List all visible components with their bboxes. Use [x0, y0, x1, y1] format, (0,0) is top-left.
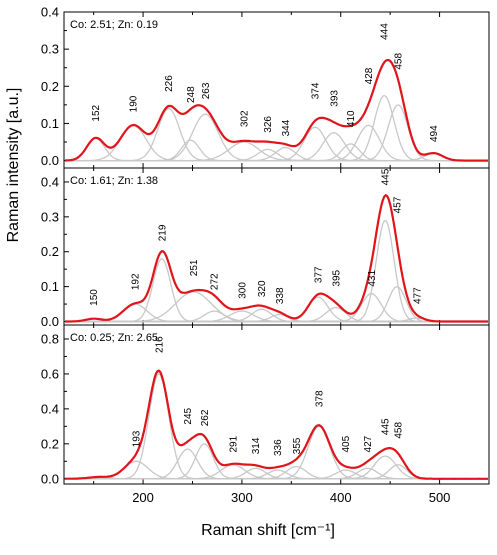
panel-frame [63, 11, 490, 169]
plot-area [65, 59, 488, 162]
peak-label-477: 477 [412, 287, 423, 304]
y-tick-label: 0.0 [41, 153, 59, 168]
fitted-envelope [65, 193, 488, 323]
peak-label-152: 152 [91, 104, 102, 121]
y-axis-title: Raman intensity [a.u.] [5, 88, 22, 243]
peak-label-150: 150 [89, 289, 100, 306]
component-peak-302 [65, 141, 488, 162]
peak-label-458: 458 [394, 422, 405, 439]
peak-label-245: 245 [183, 407, 194, 424]
peak-label-262: 262 [200, 409, 211, 426]
plot-area [65, 369, 488, 480]
x-axis-title: Raman shift [cm⁻¹] [201, 522, 335, 539]
x-tick-label: 300 [231, 490, 253, 505]
peak-label-192: 192 [131, 273, 142, 290]
peak-label-494: 494 [429, 125, 440, 142]
peak-label-300: 300 [237, 282, 248, 299]
x-tick-label: 200 [132, 490, 154, 505]
peak-label-444: 444 [380, 23, 391, 40]
peak-label-219: 219 [157, 224, 168, 241]
panel-2: 0.0 0.1 0.2 0.3 0.4 Co: 1.61; Zn: 1.38 150 192 2… [41, 167, 490, 329]
peak-label-272: 272 [210, 273, 221, 290]
measured-spectrum [65, 59, 488, 162]
composition-annotation: Co: 2.51; Zn: 0.19 [70, 19, 158, 31]
peak-label-458: 458 [394, 53, 405, 70]
component-peak-477 [65, 317, 488, 323]
peak-label-427: 427 [363, 435, 374, 452]
x-tick-label: 500 [429, 490, 451, 505]
y-tick-label: 0.4 [41, 401, 59, 416]
y-tick-label: 0.1 [41, 116, 59, 131]
y-tick-label: 0.8 [41, 331, 59, 346]
fitted-envelope [65, 59, 488, 162]
peak-label-355: 355 [292, 437, 303, 454]
y-tick-label: 0.3 [41, 42, 59, 57]
peak-label-336: 336 [273, 439, 284, 456]
peak-label-251: 251 [189, 259, 200, 276]
peak-label-226: 226 [164, 75, 175, 92]
y-tick-label: 0.4 [41, 5, 59, 20]
peak-label-338: 338 [275, 287, 286, 304]
peak-label-326: 326 [263, 116, 274, 133]
plot-area [65, 193, 488, 323]
peak-label-410: 410 [346, 110, 357, 127]
x-tick-label: 400 [330, 490, 352, 505]
peak-label-428: 428 [364, 67, 375, 84]
peak-label-374: 374 [310, 82, 321, 99]
peak-label-320: 320 [257, 280, 268, 297]
peak-label-263: 263 [201, 82, 212, 99]
peak-label-248: 248 [186, 86, 197, 103]
y-tick-label: 0.2 [41, 436, 59, 451]
peak-label-302: 302 [239, 110, 250, 127]
y-tick-label: 0.2 [41, 244, 59, 259]
y-tick-label: 0.2 [41, 79, 59, 94]
peak-label-190: 190 [129, 95, 140, 112]
y-tick-label: 0.0 [41, 314, 59, 329]
peak-label-291: 291 [229, 435, 240, 452]
composition-annotation: Co: 0.25; Zn: 2.65 [70, 332, 158, 344]
y-tick-label: 0.1 [41, 279, 59, 294]
panel-1: 0.0 0.1 0.2 0.3 0.4 Co: 2.51; Zn: 0.19 152 190 2… [41, 5, 490, 169]
peak-label-344: 344 [281, 119, 292, 136]
peak-label-395: 395 [331, 269, 342, 286]
component-peak-494 [65, 152, 488, 162]
peak-label-457: 457 [393, 196, 404, 213]
y-tick-label: 0.6 [41, 366, 59, 381]
y-tick-label: 0.0 [41, 471, 59, 486]
peak-label-216: 216 [154, 336, 165, 353]
fitted-envelope [65, 369, 488, 480]
panel-3: 0.0 0.2 0.4 0.6 0.8 Co: 0.25; Zn: 2.65 193 216 2… [41, 324, 490, 486]
peak-label-193: 193 [132, 430, 143, 447]
peak-label-445: 445 [381, 418, 392, 435]
peak-label-431: 431 [367, 269, 378, 286]
panel-frame [63, 324, 490, 485]
peak-label-405: 405 [341, 435, 352, 452]
peak-label-377: 377 [314, 266, 325, 283]
peak-label-378: 378 [315, 390, 326, 407]
composition-annotation: Co: 1.61; Zn: 1.38 [70, 175, 158, 187]
peak-label-445: 445 [381, 168, 392, 185]
y-tick-label: 0.3 [41, 209, 59, 224]
y-tick-label: 0.4 [41, 174, 59, 189]
peak-label-314: 314 [251, 437, 262, 454]
peak-label-393: 393 [329, 90, 340, 107]
